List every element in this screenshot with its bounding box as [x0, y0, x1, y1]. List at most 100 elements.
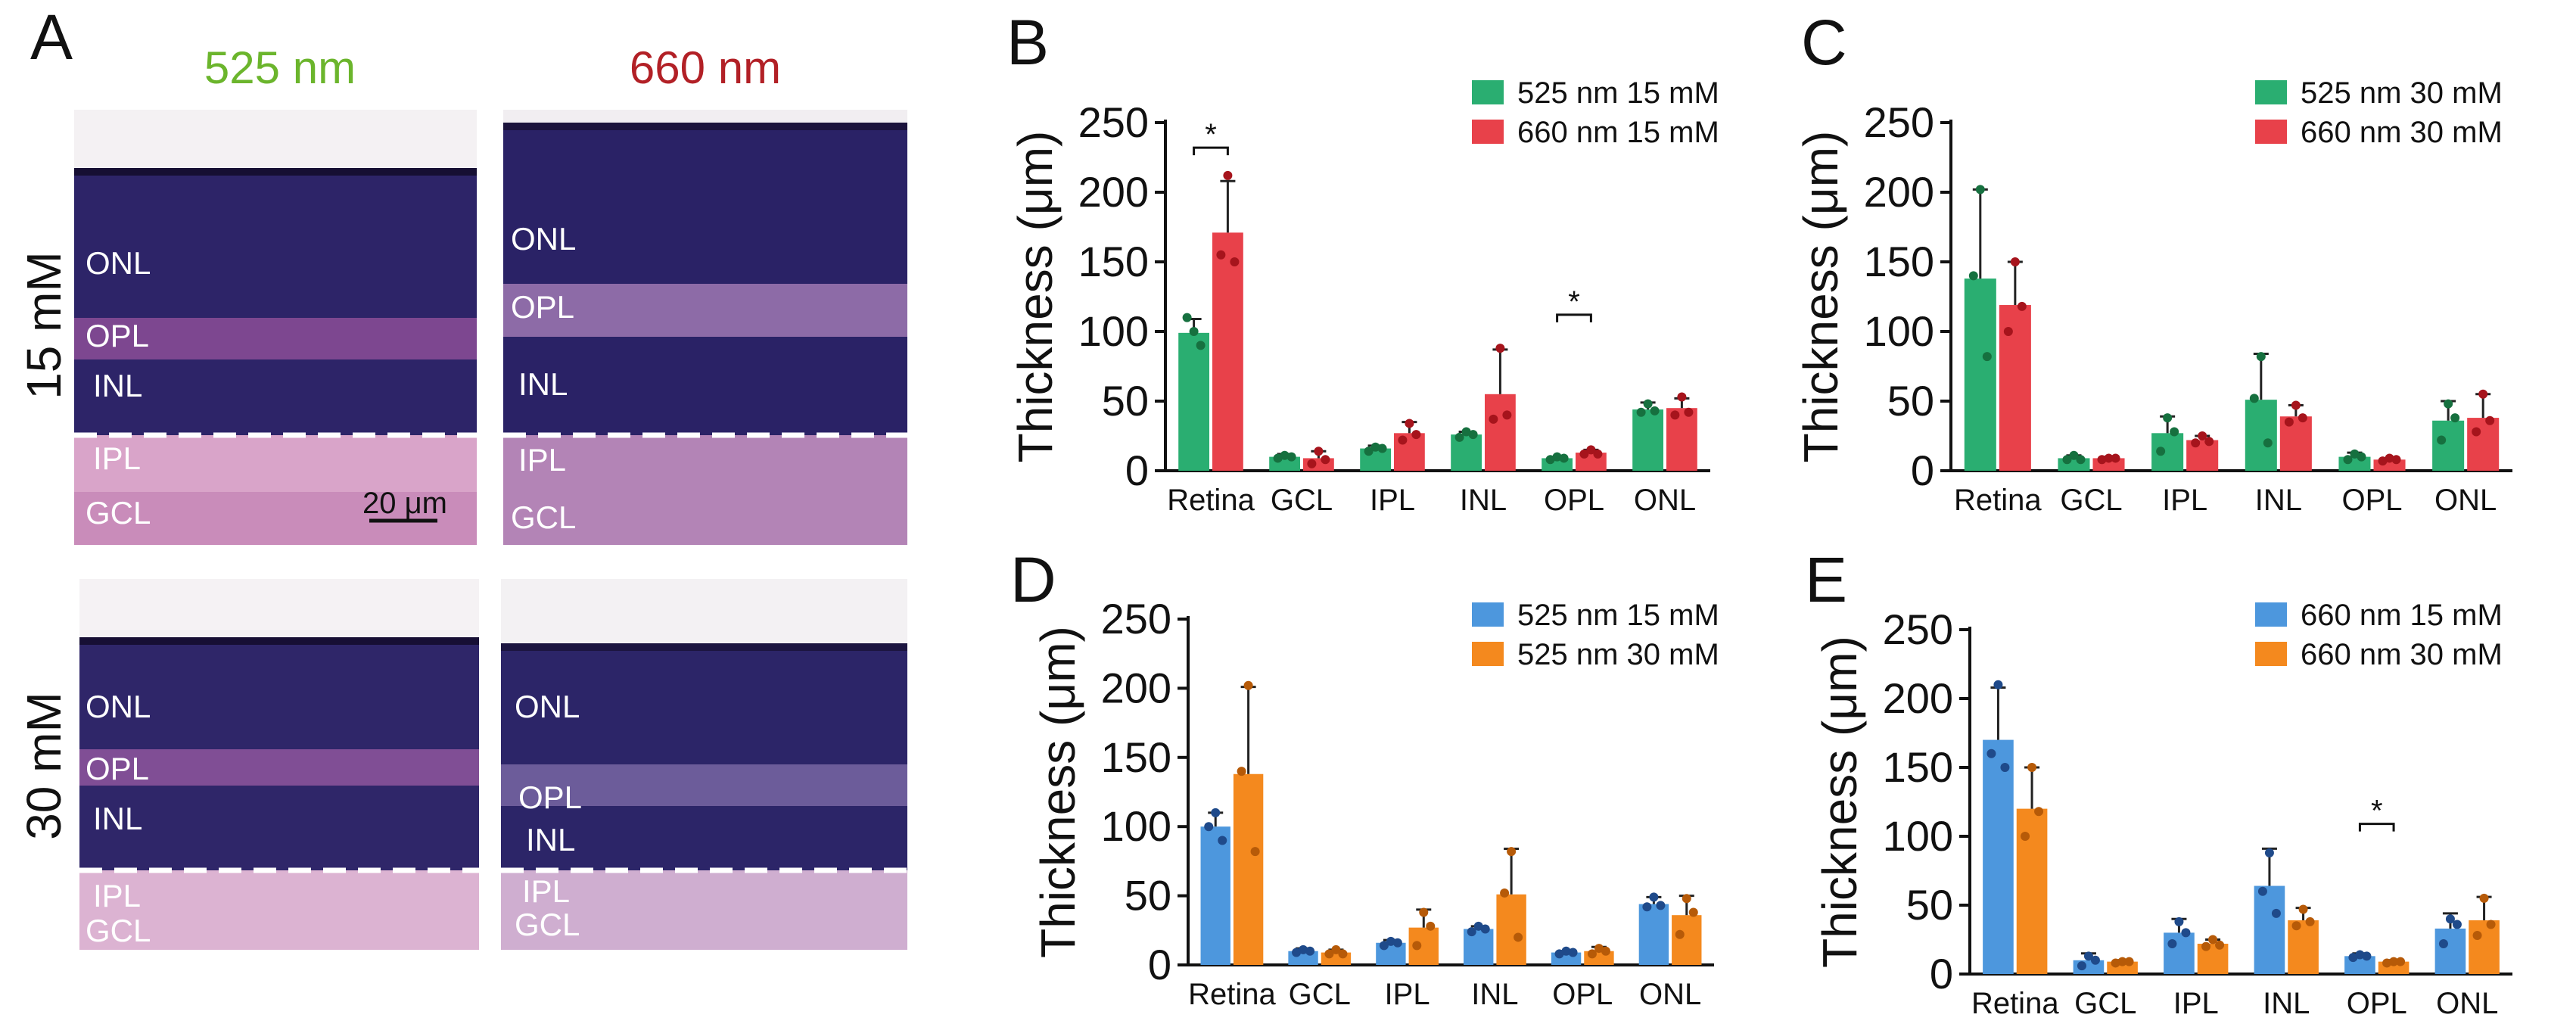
data-point [1502, 410, 1512, 420]
y-tick-label: 50 [1102, 377, 1149, 425]
data-point [2076, 455, 2086, 465]
bar [2245, 400, 2277, 471]
data-point [1982, 352, 1992, 362]
data-point [2478, 389, 2488, 399]
data-point [1468, 430, 1478, 440]
data-point [1204, 822, 1214, 832]
data-point [2117, 957, 2127, 966]
data-point [1507, 847, 1517, 857]
data-point [1682, 894, 1691, 904]
data-point [1386, 936, 1395, 946]
bar [1200, 826, 1230, 965]
significance-bracket [2358, 823, 2395, 832]
data-point [1975, 185, 1985, 195]
bar [2186, 440, 2219, 471]
bar [1666, 408, 1697, 471]
y-tick-label: 50 [1125, 872, 1171, 920]
data-point [2378, 456, 2388, 466]
data-point [1189, 327, 1199, 336]
category-label: ONL [1634, 484, 1696, 517]
data-point [1677, 392, 1687, 402]
data-point [1398, 435, 1408, 445]
data-point [2167, 938, 2177, 948]
data-point [2348, 953, 2358, 963]
category-label: Retina [1188, 978, 1276, 1011]
category-label: INL [1471, 978, 1518, 1011]
legend-label: 525 nm 30 mM [2301, 76, 2503, 110]
bar [1983, 739, 2014, 974]
data-point [2198, 431, 2207, 440]
data-point [2298, 413, 2307, 423]
y-tick-label: 50 [1887, 377, 1934, 425]
legend-label: 525 nm 30 mM [1517, 638, 1719, 671]
data-point [2077, 961, 2086, 971]
layer-label-ipl: IPL [522, 873, 570, 909]
layer-label-onl: ONL [86, 245, 151, 281]
bar [1451, 434, 1482, 471]
category-label: GCL [1289, 978, 1351, 1011]
data-point [1196, 341, 1206, 350]
data-point [2437, 435, 2447, 445]
data-point [1331, 945, 1341, 954]
data-point [1280, 450, 1290, 460]
panel-label-a: A [30, 2, 73, 73]
y-tick-label: 200 [1864, 168, 1934, 216]
layer-label-gcl: GCL [515, 907, 580, 942]
y-axis-title: Thickness (μm) [1031, 626, 1085, 958]
data-point [1307, 459, 1317, 468]
bar [1485, 394, 1516, 471]
data-point [1643, 399, 1653, 409]
data-point [1968, 271, 1978, 281]
panel-a: A 525 nm 660 nm 15 mM 30 mM ONL OPL INL … [17, 2, 907, 950]
bar [1178, 332, 1209, 471]
y-tick-label: 200 [1101, 664, 1171, 711]
y-tick-label: 0 [1911, 447, 1934, 494]
data-point [2027, 763, 2037, 772]
data-point [1250, 847, 1260, 857]
legend-swatch [2255, 80, 2287, 104]
bar [2279, 416, 2312, 471]
legend-swatch [2255, 642, 2287, 666]
y-tick-label: 200 [1078, 168, 1149, 216]
data-point [2256, 352, 2266, 362]
data-point [2263, 438, 2273, 448]
category-label: IPL [1385, 978, 1430, 1011]
data-point [2174, 917, 2184, 926]
layer-label-inl: INL [93, 368, 142, 403]
data-point [1412, 941, 1422, 951]
panel-label-b: B [1006, 7, 1049, 78]
data-point [1467, 927, 1476, 937]
data-point [2298, 904, 2308, 914]
data-point [2083, 951, 2093, 961]
data-point [2181, 928, 2191, 938]
data-point [1314, 447, 1324, 456]
category-label: OPL [2347, 987, 2407, 1020]
data-point [2208, 935, 2218, 945]
category-label: IPL [2162, 484, 2207, 517]
data-point [1377, 443, 1387, 453]
bar [1212, 232, 1243, 471]
data-point [1684, 407, 1694, 417]
layer-label-opl: OPL [86, 318, 149, 353]
scale-bar-label: 20 μm [362, 487, 447, 520]
category-label: IPL [2173, 987, 2219, 1020]
data-point [1545, 455, 1555, 465]
layer-label-ipl: IPL [93, 878, 141, 913]
micrograph-525nm-30mm: ONL OPL INL IPL GCL [79, 579, 479, 950]
bar [2434, 928, 2466, 974]
y-tick-label: 0 [1930, 950, 1953, 997]
category-label: Retina [1167, 484, 1255, 517]
layer-label-inl: INL [526, 822, 575, 857]
data-point [1561, 946, 1571, 956]
category-label: ONL [2436, 987, 2498, 1020]
bar [1632, 409, 1663, 471]
legend-label: 660 nm 30 mM [2301, 638, 2503, 671]
layer-label-onl: ONL [515, 689, 580, 724]
bar [1496, 894, 1526, 965]
data-point [2010, 257, 2020, 266]
data-point [2034, 807, 2044, 817]
data-point [1324, 949, 1334, 959]
bar [1233, 773, 1264, 965]
data-point [2201, 941, 2211, 951]
micrograph-660nm-30mm: ONL OPL INL IPL GCL [501, 579, 907, 950]
